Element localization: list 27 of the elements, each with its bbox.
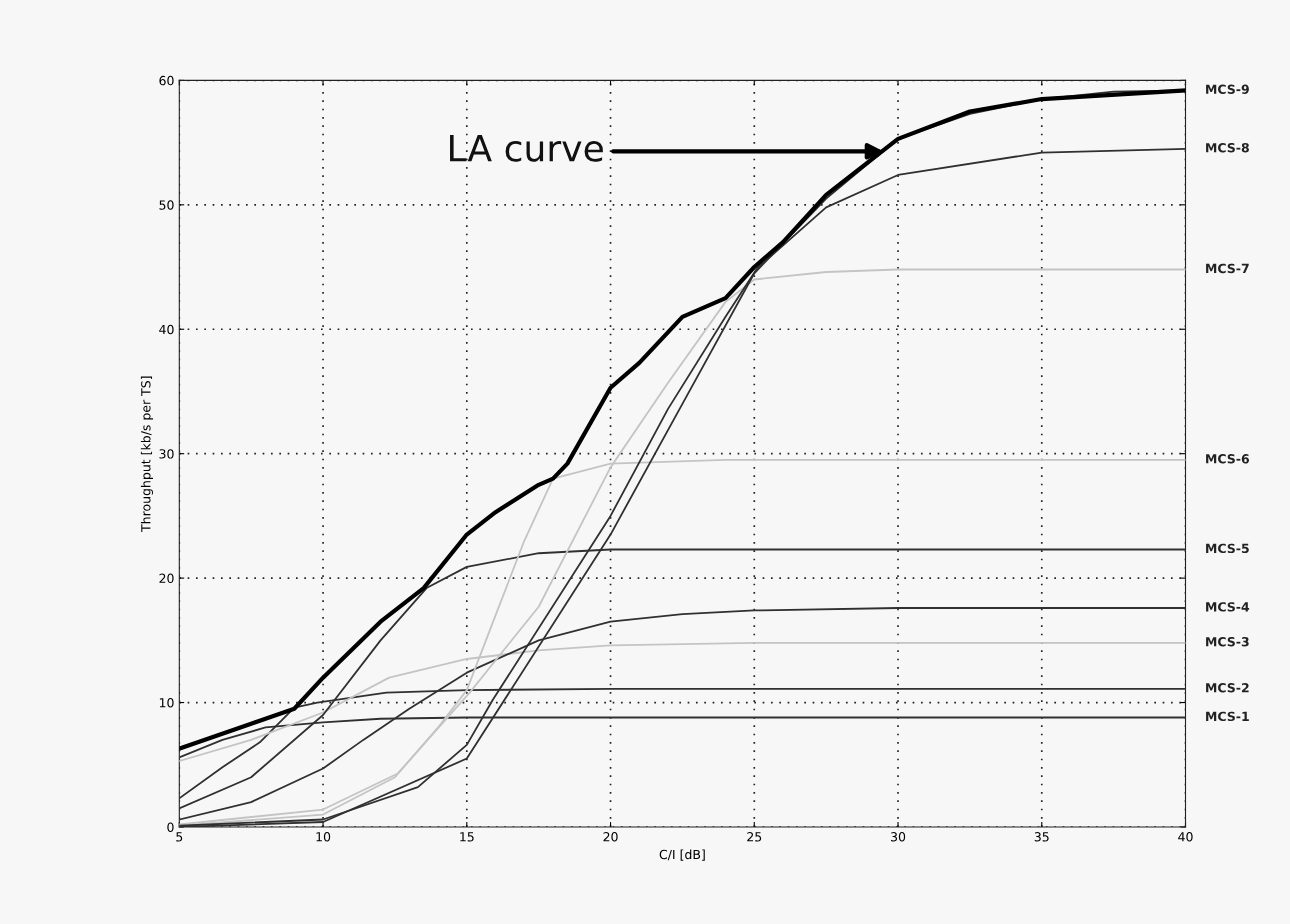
x-tick-label: 15 bbox=[460, 832, 474, 842]
x-tick-label: 25 bbox=[747, 832, 762, 842]
y-axis-title: Throughput [kb/s per TS] bbox=[140, 376, 153, 532]
x-tick-label: 5 bbox=[176, 832, 183, 842]
x-tick-label: 20 bbox=[603, 832, 618, 842]
y-tick-label: 0 bbox=[167, 822, 174, 832]
series-label: MCS-6 bbox=[1206, 454, 1250, 464]
y-tick-label: 60 bbox=[159, 75, 174, 86]
x-tick-label: 30 bbox=[891, 832, 906, 842]
series-label: MCS-1 bbox=[1206, 711, 1249, 722]
y-tick-label: 10 bbox=[159, 698, 174, 708]
series-label: MCS-3 bbox=[1206, 636, 1249, 647]
series-label: MCS-7 bbox=[1206, 263, 1249, 274]
series-label: MCS-2 bbox=[1206, 683, 1249, 693]
y-tick-label: 40 bbox=[159, 324, 174, 335]
x-axis-title: C/I [dB] bbox=[659, 849, 705, 861]
x-tick-label: 40 bbox=[1178, 832, 1193, 842]
annotation: LA curve bbox=[450, 134, 603, 162]
y-tick-label: 20 bbox=[159, 573, 174, 584]
x-tick-label: 10 bbox=[316, 832, 331, 842]
series-label: MCS-9 bbox=[1206, 84, 1249, 94]
series-label: MCS-4 bbox=[1206, 602, 1250, 612]
y-tick-label: 30 bbox=[159, 449, 174, 459]
y-tick-label: 50 bbox=[159, 200, 174, 210]
series-label: MCS-8 bbox=[1206, 143, 1249, 153]
series-label: MCS-5 bbox=[1206, 543, 1249, 554]
x-tick-label: 35 bbox=[1034, 832, 1049, 842]
